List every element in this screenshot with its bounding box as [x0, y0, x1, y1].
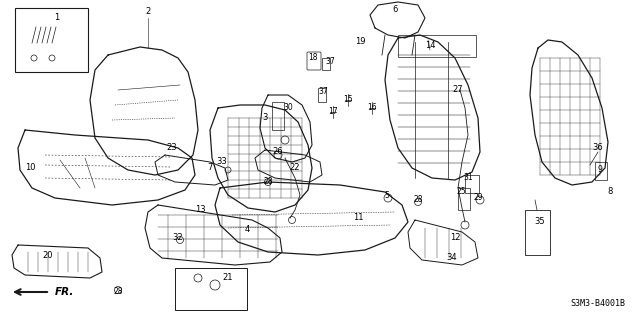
Text: 27: 27 — [452, 85, 463, 94]
Text: 36: 36 — [593, 144, 604, 152]
Text: 28: 28 — [263, 177, 273, 187]
Text: 3: 3 — [262, 114, 268, 122]
Text: 32: 32 — [173, 234, 183, 242]
Text: 28: 28 — [413, 196, 423, 204]
Text: 14: 14 — [425, 41, 435, 49]
Bar — [175, 268, 247, 310]
Bar — [525, 210, 550, 255]
Bar — [272, 102, 284, 130]
Text: FR.: FR. — [55, 287, 74, 297]
Text: 13: 13 — [195, 205, 205, 214]
Bar — [398, 35, 476, 57]
Text: 8: 8 — [607, 188, 612, 197]
Text: 23: 23 — [166, 144, 177, 152]
Text: 35: 35 — [534, 218, 545, 226]
Text: 5: 5 — [385, 190, 389, 199]
Text: 30: 30 — [283, 103, 293, 113]
Text: 19: 19 — [355, 38, 365, 47]
Text: 4: 4 — [244, 226, 250, 234]
Text: 26: 26 — [273, 147, 284, 157]
Text: 12: 12 — [450, 234, 460, 242]
Text: 28: 28 — [113, 287, 123, 296]
Text: 11: 11 — [353, 213, 364, 222]
Text: 34: 34 — [447, 254, 458, 263]
Bar — [465, 175, 479, 193]
Bar — [15, 8, 88, 72]
Text: 22: 22 — [290, 164, 300, 173]
Bar — [458, 188, 470, 210]
Text: 33: 33 — [216, 158, 227, 167]
Text: 2: 2 — [145, 8, 150, 17]
Bar — [595, 162, 607, 180]
Text: S3M3-B4001B: S3M3-B4001B — [570, 299, 625, 308]
Text: 17: 17 — [328, 108, 338, 116]
Bar — [322, 58, 330, 70]
Text: 29: 29 — [473, 194, 483, 203]
Text: 18: 18 — [308, 54, 317, 63]
Text: 6: 6 — [392, 5, 397, 14]
Text: 37: 37 — [325, 57, 335, 66]
Text: 21: 21 — [223, 273, 233, 283]
Text: 1: 1 — [54, 13, 60, 23]
Text: 16: 16 — [367, 103, 377, 113]
Text: 31: 31 — [463, 174, 473, 182]
Text: 7: 7 — [207, 164, 212, 173]
Text: 9: 9 — [598, 166, 602, 174]
Text: 20: 20 — [43, 250, 53, 259]
Bar — [318, 88, 326, 102]
Text: 10: 10 — [25, 164, 35, 173]
Text: 25: 25 — [456, 188, 466, 197]
Text: 15: 15 — [343, 95, 353, 105]
Text: 37: 37 — [318, 87, 328, 97]
